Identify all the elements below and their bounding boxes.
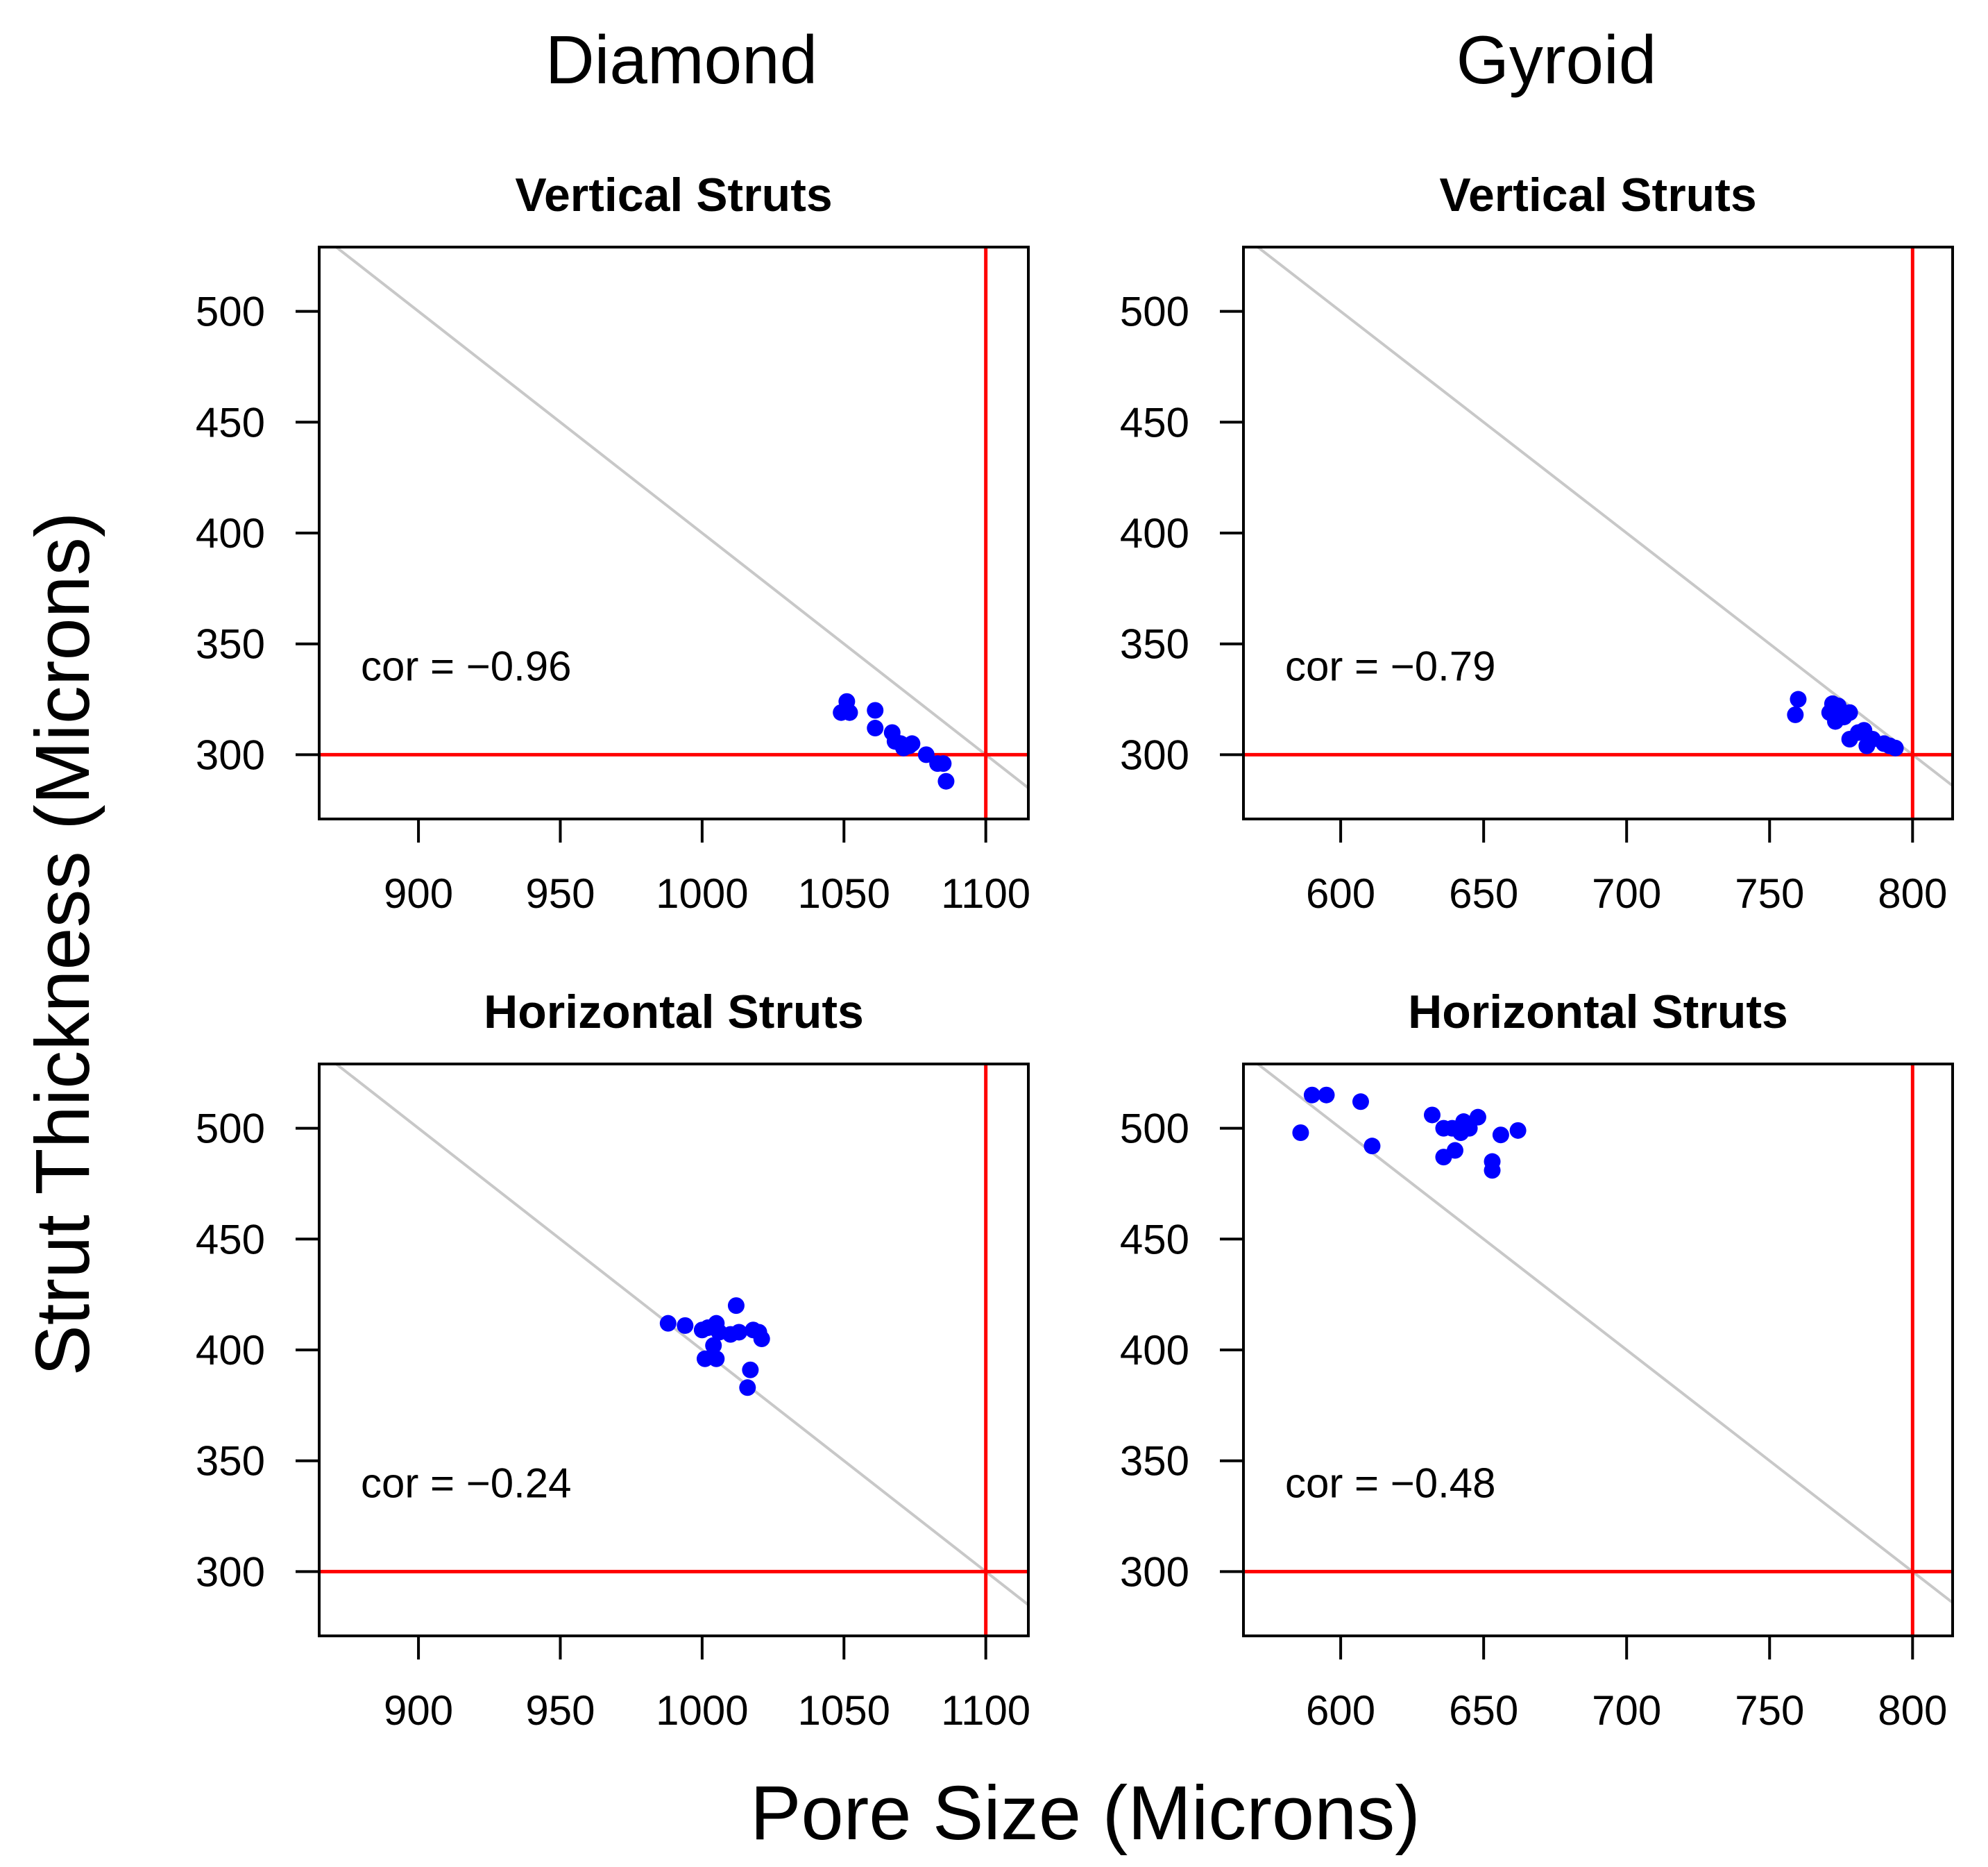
- data-point: [1446, 1142, 1463, 1159]
- y-tick-label: 350: [196, 1438, 265, 1485]
- panel-title: Horizontal Struts: [484, 986, 864, 1038]
- x-tick-label: 1100: [941, 870, 1030, 917]
- data-point: [1509, 1122, 1527, 1139]
- diagonal-line: [334, 247, 1028, 790]
- y-tick-label: 450: [1120, 399, 1189, 446]
- y-tick-label: 400: [1120, 510, 1189, 557]
- data-point: [753, 1330, 770, 1348]
- x-tick-label: 950: [525, 870, 595, 917]
- x-tick-label: 800: [1878, 1687, 1947, 1734]
- data-point: [1887, 739, 1904, 757]
- plot-frame: [318, 1063, 1030, 1637]
- data-point: [1492, 1126, 1509, 1144]
- diagonal-line: [1255, 247, 1953, 788]
- data-point: [731, 1324, 748, 1341]
- correlation-label: cor = −0.79: [1285, 643, 1496, 690]
- x-tick-label: 700: [1592, 1687, 1661, 1734]
- data-point: [937, 772, 955, 790]
- panel-title: Horizontal Struts: [1408, 986, 1788, 1038]
- panel-gyroid-vertical: Vertical Struts cor = −0.79 600 650 700 750 80…: [1120, 169, 1954, 917]
- column-title-diamond: Diamond: [545, 22, 817, 98]
- data-point: [727, 1297, 745, 1315]
- correlation-label: cor = −0.96: [361, 643, 572, 690]
- y-tick-label: 500: [196, 1106, 265, 1152]
- x-tick-label: 900: [384, 870, 453, 917]
- plot-area: [1243, 247, 1953, 819]
- plot-area: [319, 1064, 1028, 1636]
- data-point: [841, 704, 858, 721]
- y-tick-label: 500: [1120, 1106, 1189, 1152]
- y-tick-label: 400: [196, 510, 265, 557]
- y-tick-label: 450: [196, 1216, 265, 1262]
- y-tick-label: 350: [1120, 621, 1189, 668]
- data-point: [677, 1317, 694, 1334]
- data-point: [935, 755, 952, 772]
- data-point: [1790, 691, 1807, 708]
- y-tick-label: 300: [1120, 732, 1189, 778]
- data-point: [1318, 1086, 1335, 1104]
- x-tick-label: 700: [1592, 870, 1661, 917]
- y-tick-label: 450: [196, 399, 265, 446]
- data-point: [1352, 1093, 1369, 1110]
- panel-gyroid-horizontal: Horizontal Struts cor = −0.48 600 650 700 750…: [1120, 986, 1954, 1734]
- data-point: [1484, 1162, 1501, 1179]
- data-point: [1423, 1106, 1441, 1124]
- y-tick-label: 500: [1120, 289, 1189, 335]
- correlation-label: cor = −0.48: [1285, 1460, 1496, 1507]
- panel-diamond-vertical: Vertical Struts cor = −0.96 900 950 1000 1050…: [196, 169, 1030, 917]
- data-point: [867, 720, 884, 737]
- x-tick-label: 750: [1735, 870, 1804, 917]
- data-point: [708, 1350, 725, 1367]
- x-tick-label: 600: [1306, 870, 1375, 917]
- column-title-gyroid: Gyroid: [1456, 22, 1657, 98]
- x-tick-label: 650: [1449, 1687, 1518, 1734]
- data-point: [903, 735, 921, 752]
- x-tick-label: 1100: [941, 1687, 1030, 1734]
- data-point: [659, 1315, 677, 1332]
- y-axis-title: Strut Thickness (Microns): [20, 512, 105, 1376]
- panel-title: Vertical Struts: [1439, 169, 1756, 221]
- panel-title: Vertical Struts: [515, 169, 832, 221]
- y-tick-label: 350: [196, 621, 265, 668]
- x-tick-label: 1000: [656, 1687, 748, 1734]
- plot-frame: [1242, 1063, 1954, 1637]
- y-tick-label: 300: [196, 1548, 265, 1595]
- x-tick-label: 1050: [798, 1687, 890, 1734]
- x-tick-label: 950: [525, 1687, 595, 1734]
- correlation-label: cor = −0.24: [361, 1460, 572, 1507]
- data-point: [1292, 1124, 1309, 1142]
- plot-frame: [318, 246, 1030, 820]
- panel-diamond-horizontal: Horizontal Struts cor = −0.24 900 950 1000 10…: [196, 986, 1030, 1734]
- y-tick-label: 450: [1120, 1216, 1189, 1262]
- data-point: [1787, 706, 1804, 723]
- x-tick-label: 650: [1449, 870, 1518, 917]
- x-tick-label: 750: [1735, 1687, 1804, 1734]
- data-point: [1841, 704, 1858, 721]
- data-point: [705, 1337, 722, 1354]
- data-point: [867, 702, 884, 719]
- x-tick-label: 900: [384, 1687, 453, 1734]
- x-axis-title: Pore Size (Microns): [750, 1771, 1420, 1856]
- y-tick-label: 400: [1120, 1327, 1189, 1374]
- data-point: [742, 1361, 759, 1378]
- x-tick-label: 800: [1878, 870, 1947, 917]
- data-point: [917, 746, 935, 763]
- diagonal-line: [1255, 1064, 1953, 1605]
- x-tick-label: 1050: [798, 870, 890, 917]
- y-tick-label: 300: [1120, 1548, 1189, 1595]
- y-tick-label: 300: [196, 732, 265, 778]
- y-tick-label: 350: [1120, 1438, 1189, 1485]
- y-tick-label: 500: [196, 289, 265, 335]
- data-point: [1363, 1138, 1381, 1155]
- data-point: [1469, 1108, 1486, 1126]
- x-tick-label: 600: [1306, 1687, 1375, 1734]
- plot-area: [319, 247, 1028, 819]
- x-tick-label: 1000: [656, 870, 748, 917]
- data-point: [739, 1379, 756, 1396]
- plot-area: [1243, 1064, 1953, 1636]
- y-tick-label: 400: [196, 1327, 265, 1374]
- data-point: [1303, 1086, 1320, 1104]
